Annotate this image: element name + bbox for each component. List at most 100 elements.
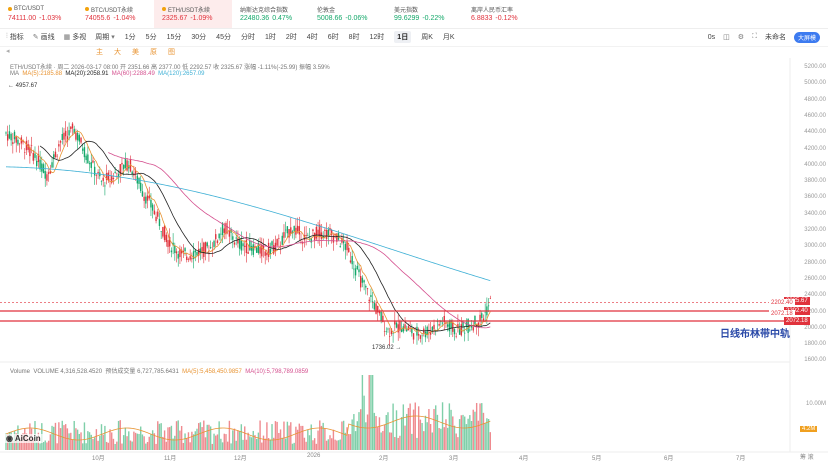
candle-body (160, 231, 162, 232)
ticker-btc-perp[interactable]: BTC/USDT永续 74055.6 -1.04% (85, 7, 136, 22)
candle-body (388, 336, 391, 337)
vol-axis-label: 10.00M (805, 401, 826, 407)
candle-body (83, 147, 86, 158)
volume-bar (244, 426, 246, 450)
interval-9[interactable]: 6时 (327, 34, 339, 41)
tab-main[interactable]: 主 (96, 49, 103, 56)
candle-body (63, 132, 65, 140)
tab-orig[interactable]: 原 (150, 49, 157, 56)
price-axis-label: 4000.00 (804, 161, 826, 168)
multi-view-button[interactable]: ▦ 多视 (63, 34, 87, 41)
candle-body (341, 237, 343, 243)
volume-bar (240, 424, 243, 450)
candle-body (370, 295, 372, 297)
volume-bar (264, 438, 266, 450)
interval-6[interactable]: 1时 (264, 34, 276, 41)
candle-body (250, 245, 253, 251)
layout-name[interactable]: 未命名 (764, 34, 786, 41)
interval-list: 1分 5分 15分 30分 45分 分时 1时 2时 4时 6时 8时 12时 1日 周K 月K (115, 31, 455, 43)
candle-body (131, 171, 133, 175)
volume-bar (339, 439, 341, 450)
refresh-rate[interactable]: 0s (707, 33, 716, 41)
fullscreen-icon[interactable]: ⛶ (752, 33, 757, 40)
candle-body (199, 248, 202, 253)
candle-body (455, 335, 457, 337)
candle-body (189, 256, 191, 260)
candle-body (182, 250, 185, 253)
ticker-gold[interactable]: 伦敦金 5008.66 -0.06% (317, 7, 368, 23)
candle-body (111, 175, 113, 183)
camera-icon[interactable]: ◫ (723, 34, 730, 41)
volume-bar (392, 403, 394, 450)
candle-body (377, 305, 379, 313)
volume-bar (438, 428, 440, 450)
time-axis-label: 2026 (307, 453, 321, 459)
candle-body (223, 228, 225, 233)
interval-2[interactable]: 15分 (166, 34, 182, 41)
volume-bar (228, 420, 231, 450)
candle-body (262, 245, 265, 249)
interval-12[interactable]: 1日 (394, 31, 412, 43)
candle-body (208, 253, 210, 255)
volume-bar (402, 404, 405, 450)
interval-10[interactable]: 8时 (348, 34, 360, 41)
interval-8[interactable]: 4时 (306, 34, 318, 41)
ticker-nasdaq[interactable]: 纳斯达克综合指数 22480.36 0.47% (240, 7, 293, 23)
big-screen-button[interactable]: 大屏模 (793, 31, 820, 43)
ticker-cnh[interactable]: 离岸人民币汇率 6.8833 -0.12% (471, 7, 518, 23)
candle-body (119, 164, 121, 175)
volume-bar (174, 435, 176, 450)
ticker-btc-spot[interactable]: BTC/USDT 74111.00 -1.03% (8, 6, 62, 22)
volume-bar (460, 415, 463, 450)
candle-body (90, 162, 92, 168)
volume-bar (257, 432, 260, 450)
settings-icon[interactable]: ⚙ (737, 34, 745, 41)
interval-11[interactable]: 12时 (369, 34, 385, 41)
tab-us[interactable]: 美 (132, 49, 139, 56)
volume-bar (361, 375, 364, 450)
interval-7[interactable]: 2时 (285, 34, 297, 41)
candle-body (191, 258, 193, 260)
ticker-star-icon (162, 7, 166, 11)
interval-14[interactable]: 月K (442, 34, 455, 41)
candle-body (172, 242, 174, 246)
candle-body (17, 139, 19, 145)
candle-body (358, 269, 360, 273)
volume-bar (141, 434, 144, 450)
interval-13[interactable]: 周K (421, 34, 433, 41)
ticker-dxy[interactable]: 美元指数 99.6299 -0.22% (394, 7, 445, 23)
interval-1[interactable]: 5分 (145, 34, 157, 41)
left-arrow-icon[interactable]: ◂ (6, 48, 10, 55)
interval-5[interactable]: 分时 (240, 34, 255, 41)
volume-bar (199, 422, 202, 450)
candle-body (452, 323, 454, 332)
candle-body (184, 248, 186, 252)
candle-body (419, 335, 422, 339)
indicators-button[interactable]: ⫶ 指标 (6, 33, 24, 41)
ticker-star-icon (8, 7, 12, 11)
tab-chart[interactable]: 图 (168, 49, 175, 56)
interval-4[interactable]: 45分 (216, 34, 231, 41)
tab-big[interactable]: 大 (114, 49, 121, 56)
volume-bar (242, 439, 244, 450)
draw-button[interactable]: ✎ 画线 (32, 34, 55, 41)
volume-bar (291, 443, 294, 450)
volume-bar (472, 409, 474, 450)
volume-bar (32, 438, 34, 450)
candle-body (365, 285, 367, 288)
volume-bar (390, 432, 393, 450)
candle-body (450, 320, 452, 329)
candle-body (187, 259, 190, 260)
interval-3[interactable]: 30分 (191, 34, 207, 41)
price-axis-label: 3000.00 (804, 243, 826, 250)
ticker-eth-perp[interactable]: ETH/USDT永续 2325.67 -1.09% (154, 0, 232, 28)
right-extra[interactable]: 筹 滚 (800, 455, 814, 461)
category-tabs: ◂ 主 大 美 原 图 (0, 46, 828, 57)
interval-0[interactable]: 1分 (124, 34, 136, 41)
volume-bar (450, 409, 452, 450)
candle-body (218, 233, 220, 239)
volume-bar (313, 438, 316, 450)
volume-bar (271, 424, 273, 450)
period-button[interactable]: 周期 ▾ (95, 34, 115, 41)
